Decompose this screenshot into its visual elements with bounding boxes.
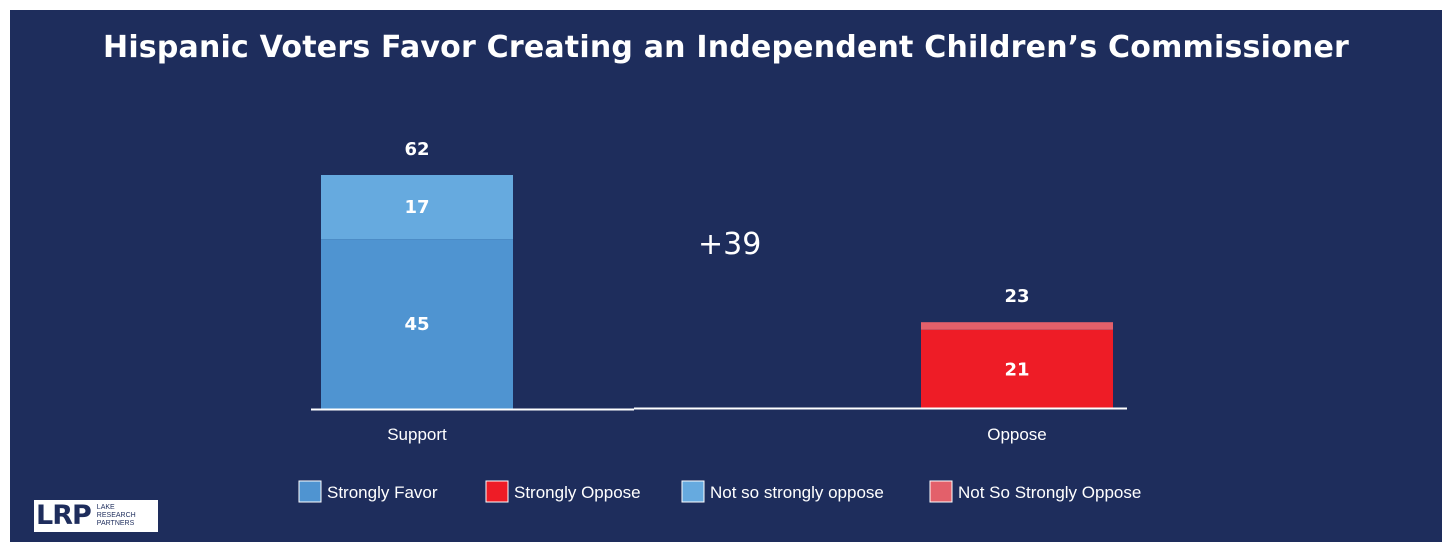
lrp-logo: LRP LAKE RESEARCH PARTNERS (34, 500, 158, 532)
legend-label: Not so strongly oppose (710, 483, 884, 502)
bar-segment-support-0 (321, 239, 513, 409)
chart-title: Hispanic Voters Favor Creating an Indepe… (103, 30, 1349, 65)
legend-label: Not So Strongly Oppose (958, 483, 1141, 502)
margin-label: +39 (698, 227, 761, 262)
legend-swatch (681, 480, 705, 503)
legend-swatch (485, 480, 509, 503)
chart-slide: Hispanic Voters Favor Creating an Indepe… (10, 10, 1442, 542)
bar-segment-support-1 (321, 175, 513, 240)
bar-segment-oppose-3 (921, 322, 1113, 330)
logo-line: PARTNERS (96, 520, 135, 527)
legend-label: Strongly Oppose (514, 483, 641, 502)
legend-label: Strongly Favor (327, 483, 438, 502)
chart-svg: 45 17 21 62 23 Support Oppose +39 Strongly Favor… (298, 139, 1141, 503)
data-label: 45 (404, 314, 429, 335)
legend-swatch (298, 480, 322, 503)
total-label-oppose: 23 (1004, 286, 1029, 307)
data-label: 21 (1004, 359, 1029, 380)
category-label-oppose: Oppose (987, 425, 1047, 444)
legend-swatch (929, 480, 953, 503)
total-label-support: 62 (404, 139, 429, 160)
data-label: 17 (404, 197, 429, 218)
logo-line: RESEARCH (96, 512, 136, 519)
logo-mark: LRP (36, 500, 92, 531)
logo-line: LAKE (96, 504, 115, 511)
logo-text: LAKE RESEARCH PARTNERS (97, 504, 136, 528)
bar-segment-oppose-2 (921, 329, 1113, 409)
category-label-support: Support (387, 425, 447, 444)
